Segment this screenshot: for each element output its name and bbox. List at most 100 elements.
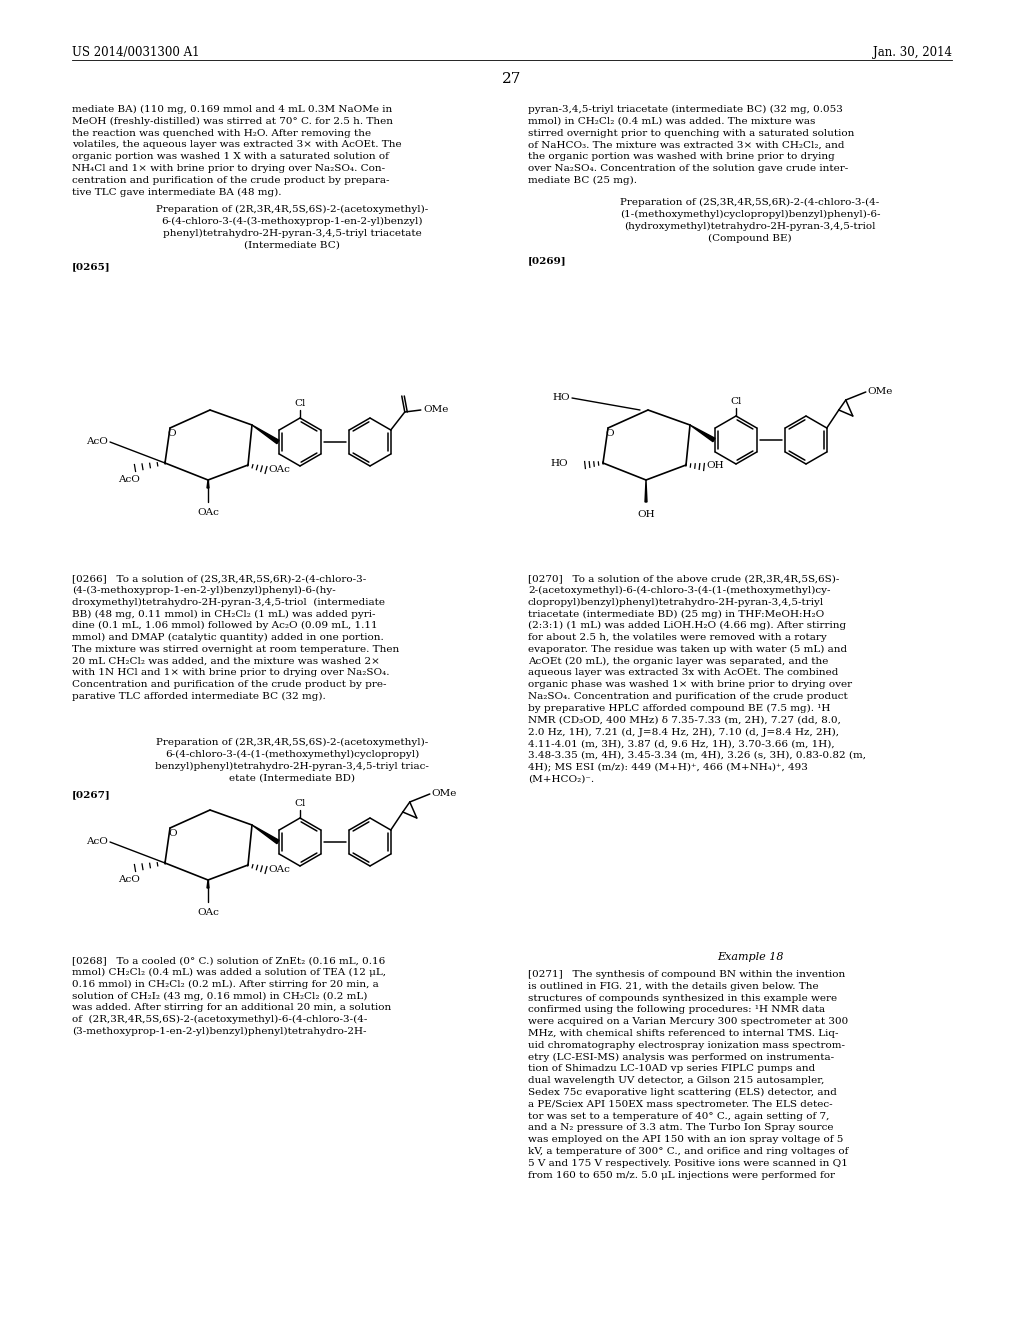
Text: [0268]   To a cooled (0° C.) solution of ZnEt₂ (0.16 mL, 0.16: [0268] To a cooled (0° C.) solution of Z… [72,956,385,965]
Text: the organic portion was washed with brine prior to drying: the organic portion was washed with brin… [528,152,835,161]
Text: mmol) in CH₂Cl₂ (0.4 mL) was added. The mixture was: mmol) in CH₂Cl₂ (0.4 mL) was added. The … [528,116,815,125]
Text: a PE/Sciex API 150EX mass spectrometer. The ELS detec-: a PE/Sciex API 150EX mass spectrometer. … [528,1100,833,1109]
Text: US 2014/0031300 A1: US 2014/0031300 A1 [72,46,200,59]
Text: the reaction was quenched with H₂O. After removing the: the reaction was quenched with H₂O. Afte… [72,128,371,137]
Text: O: O [168,429,176,438]
Text: were acquired on a Varian Mercury 300 spectrometer at 300: were acquired on a Varian Mercury 300 sp… [528,1018,848,1026]
Text: 2.0 Hz, 1H), 7.21 (d, J=8.4 Hz, 2H), 7.10 (d, J=8.4 Hz, 2H),: 2.0 Hz, 1H), 7.21 (d, J=8.4 Hz, 2H), 7.1… [528,727,839,737]
Polygon shape [207,880,209,888]
Text: 6-(4-chloro-3-(4-(1-(methoxymethyl)cyclopropyl): 6-(4-chloro-3-(4-(1-(methoxymethyl)cyclo… [165,750,419,759]
Text: mediate BC (25 mg).: mediate BC (25 mg). [528,176,637,185]
Text: confirmed using the following procedures: ¹H NMR data: confirmed using the following procedures… [528,1006,825,1014]
Text: by preparative HPLC afforded compound BE (7.5 mg). ¹H: by preparative HPLC afforded compound BE… [528,704,830,713]
Text: tion of Shimadzu LC-10AD vp series FIPLC pumps and: tion of Shimadzu LC-10AD vp series FIPLC… [528,1064,815,1073]
Text: organic portion was washed 1 X with a saturated solution of: organic portion was washed 1 X with a sa… [72,152,389,161]
Text: mediate BA) (110 mg, 0.169 mmol and 4 mL 0.3M NaOMe in: mediate BA) (110 mg, 0.169 mmol and 4 mL… [72,106,392,114]
Text: [0269]: [0269] [528,256,566,265]
Text: solution of CH₂I₂ (43 mg, 0.16 mmol) in CH₂Cl₂ (0.2 mL): solution of CH₂I₂ (43 mg, 0.16 mmol) in … [72,991,368,1001]
Polygon shape [252,825,280,843]
Text: Cl: Cl [294,799,306,808]
Text: volatiles, the aqueous layer was extracted 3× with AcOEt. The: volatiles, the aqueous layer was extract… [72,140,401,149]
Text: AcO: AcO [118,475,140,484]
Text: 2-(acetoxymethyl)-6-(4-chloro-3-(4-(1-(methoxymethyl)cy-: 2-(acetoxymethyl)-6-(4-chloro-3-(4-(1-(m… [528,586,830,595]
Text: Sedex 75c evaporative light scattering (ELS) detector, and: Sedex 75c evaporative light scattering (… [528,1088,837,1097]
Text: (Intermediate BC): (Intermediate BC) [244,240,340,249]
Polygon shape [252,425,280,444]
Text: kV, a temperature of 300° C., and orifice and ring voltages of: kV, a temperature of 300° C., and orific… [528,1147,848,1156]
Text: Example 18: Example 18 [717,952,783,962]
Text: uid chromatography electrospray ionization mass spectrom-: uid chromatography electrospray ionizati… [528,1040,845,1049]
Text: of  (2R,3R,4R,5S,6S)-2-(acetoxymethyl)-6-(4-chloro-3-(4-: of (2R,3R,4R,5S,6S)-2-(acetoxymethyl)-6-… [72,1015,368,1024]
Text: BB) (48 mg, 0.11 mmol) in CH₂Cl₂ (1 mL) was added pyri-: BB) (48 mg, 0.11 mmol) in CH₂Cl₂ (1 mL) … [72,610,376,619]
Text: tor was set to a temperature of 40° C., again setting of 7,: tor was set to a temperature of 40° C., … [528,1111,829,1121]
Text: Concentration and purification of the crude product by pre-: Concentration and purification of the cr… [72,680,386,689]
Text: mmol) CH₂Cl₂ (0.4 mL) was added a solution of TEA (12 μL,: mmol) CH₂Cl₂ (0.4 mL) was added a soluti… [72,968,386,977]
Text: (hydroxymethyl)tetrahydro-2H-pyran-3,4,5-triol: (hydroxymethyl)tetrahydro-2H-pyran-3,4,5… [625,222,876,231]
Text: (4-(3-methoxyprop-1-en-2-yl)benzyl)phenyl)-6-(hy-: (4-(3-methoxyprop-1-en-2-yl)benzyl)pheny… [72,586,336,595]
Text: 20 mL CH₂Cl₂ was added, and the mixture was washed 2×: 20 mL CH₂Cl₂ was added, and the mixture … [72,656,380,665]
Text: O: O [605,429,614,438]
Text: phenyl)tetrahydro-2H-pyran-3,4,5-triyl triacetate: phenyl)tetrahydro-2H-pyran-3,4,5-triyl t… [163,228,421,238]
Text: is outlined in FIG. 21, with the details given below. The: is outlined in FIG. 21, with the details… [528,982,818,991]
Text: OMe: OMe [424,405,450,414]
Text: NH₄Cl and 1× with brine prior to drying over Na₂SO₄. Con-: NH₄Cl and 1× with brine prior to drying … [72,164,385,173]
Text: HO: HO [552,393,570,403]
Text: AcO: AcO [86,837,108,846]
Text: O: O [169,829,177,838]
Text: AcOEt (20 mL), the organic layer was separated, and the: AcOEt (20 mL), the organic layer was sep… [528,656,828,665]
Text: with 1N HCl and 1× with brine prior to drying over Na₂SO₄.: with 1N HCl and 1× with brine prior to d… [72,668,389,677]
Text: parative TLC afforded intermediate BC (32 mg).: parative TLC afforded intermediate BC (3… [72,692,326,701]
Text: was employed on the API 150 with an ion spray voltage of 5: was employed on the API 150 with an ion … [528,1135,844,1144]
Text: [0270]   To a solution of the above crude (2R,3R,4R,5S,6S)-: [0270] To a solution of the above crude … [528,574,840,583]
Text: AcO: AcO [86,437,108,446]
Text: stirred overnight prior to quenching with a saturated solution: stirred overnight prior to quenching wit… [528,128,854,137]
Text: OMe: OMe [867,388,893,396]
Text: for about 2.5 h, the volatiles were removed with a rotary: for about 2.5 h, the volatiles were remo… [528,634,826,642]
Text: clopropyl)benzyl)phenyl)tetrahydro-2H-pyran-3,4,5-triyl: clopropyl)benzyl)phenyl)tetrahydro-2H-py… [528,598,824,607]
Text: [0267]: [0267] [72,789,111,799]
Text: tive TLC gave intermediate BA (48 mg).: tive TLC gave intermediate BA (48 mg). [72,187,282,197]
Text: was added. After stirring for an additional 20 min, a solution: was added. After stirring for an additio… [72,1003,391,1012]
Text: benzyl)phenyl)tetrahydro-2H-pyran-3,4,5-triyl triac-: benzyl)phenyl)tetrahydro-2H-pyran-3,4,5-… [155,762,429,771]
Text: dual wavelength UV detector, a Gilson 215 autosampler,: dual wavelength UV detector, a Gilson 21… [528,1076,824,1085]
Text: (3-methoxyprop-1-en-2-yl)benzyl)phenyl)tetrahydro-2H-: (3-methoxyprop-1-en-2-yl)benzyl)phenyl)t… [72,1027,367,1036]
Text: 27: 27 [503,73,521,86]
Text: etate (Intermediate BD): etate (Intermediate BD) [229,774,355,783]
Text: NMR (CD₃OD, 400 MHz) δ 7.35-7.33 (m, 2H), 7.27 (dd, 8.0,: NMR (CD₃OD, 400 MHz) δ 7.35-7.33 (m, 2H)… [528,715,841,725]
Text: 4.11-4.01 (m, 3H), 3.87 (d, 9.6 Hz, 1H), 3.70-3.66 (m, 1H),: 4.11-4.01 (m, 3H), 3.87 (d, 9.6 Hz, 1H),… [528,739,835,748]
Text: OAc: OAc [268,866,290,874]
Text: evaporator. The residue was taken up with water (5 mL) and: evaporator. The residue was taken up wit… [528,644,847,653]
Text: etry (LC-ESI-MS) analysis was performed on instrumenta-: etry (LC-ESI-MS) analysis was performed … [528,1052,835,1061]
Text: 3.48-3.35 (m, 4H), 3.45-3.34 (m, 4H), 3.26 (s, 3H), 0.83-0.82 (m,: 3.48-3.35 (m, 4H), 3.45-3.34 (m, 4H), 3.… [528,751,866,760]
Text: dine (0.1 mL, 1.06 mmol) followed by Ac₂O (0.09 mL, 1.11: dine (0.1 mL, 1.06 mmol) followed by Ac₂… [72,622,378,631]
Text: (1-(methoxymethyl)cyclopropyl)benzyl)phenyl)-6-: (1-(methoxymethyl)cyclopropyl)benzyl)phe… [620,210,881,219]
Text: OAc: OAc [197,508,219,517]
Text: Na₂SO₄. Concentration and purification of the crude product: Na₂SO₄. Concentration and purification o… [528,692,848,701]
Polygon shape [207,480,209,488]
Text: [0266]   To a solution of (2S,3R,4R,5S,6R)-2-(4-chloro-3-: [0266] To a solution of (2S,3R,4R,5S,6R)… [72,574,367,583]
Text: AcO: AcO [118,875,140,884]
Text: from 160 to 650 m/z. 5.0 μL injections were performed for: from 160 to 650 m/z. 5.0 μL injections w… [528,1171,835,1180]
Text: Preparation of (2R,3R,4R,5S,6S)-2-(acetoxymethyl)-: Preparation of (2R,3R,4R,5S,6S)-2-(aceto… [156,205,428,214]
Text: HO: HO [550,458,568,467]
Polygon shape [645,480,647,502]
Text: over Na₂SO₄. Concentration of the solution gave crude inter-: over Na₂SO₄. Concentration of the soluti… [528,164,848,173]
Text: Preparation of (2S,3R,4R,5S,6R)-2-(4-chloro-3-(4-: Preparation of (2S,3R,4R,5S,6R)-2-(4-chl… [621,198,880,207]
Text: OMe: OMe [432,789,457,799]
Text: and a N₂ pressure of 3.3 atm. The Turbo Ion Spray source: and a N₂ pressure of 3.3 atm. The Turbo … [528,1123,834,1133]
Text: [0271]   The synthesis of compound BN within the invention: [0271] The synthesis of compound BN with… [528,970,845,979]
Text: 0.16 mmol) in CH₂Cl₂ (0.2 mL). After stirring for 20 min, a: 0.16 mmol) in CH₂Cl₂ (0.2 mL). After sti… [72,979,379,989]
Text: centration and purification of the crude product by prepara-: centration and purification of the crude… [72,176,389,185]
Text: organic phase was washed 1× with brine prior to drying over: organic phase was washed 1× with brine p… [528,680,852,689]
Text: triacetate (intermediate BD) (25 mg) in THF:MeOH:H₂O: triacetate (intermediate BD) (25 mg) in … [528,610,824,619]
Text: MHz, with chemical shifts referenced to internal TMS. Liq-: MHz, with chemical shifts referenced to … [528,1030,839,1038]
Polygon shape [690,425,715,442]
Text: Preparation of (2R,3R,4R,5S,6S)-2-(acetoxymethyl)-: Preparation of (2R,3R,4R,5S,6S)-2-(aceto… [156,738,428,747]
Text: [0265]: [0265] [72,261,111,271]
Text: mmol) and DMAP (catalytic quantity) added in one portion.: mmol) and DMAP (catalytic quantity) adde… [72,634,384,642]
Text: droxymethyl)tetrahydro-2H-pyran-3,4,5-triol  (intermediate: droxymethyl)tetrahydro-2H-pyran-3,4,5-tr… [72,598,385,607]
Text: (M+HCO₂)⁻.: (M+HCO₂)⁻. [528,775,594,784]
Text: The mixture was stirred overnight at room temperature. Then: The mixture was stirred overnight at roo… [72,644,399,653]
Text: Jan. 30, 2014: Jan. 30, 2014 [873,46,952,59]
Text: structures of compounds synthesized in this example were: structures of compounds synthesized in t… [528,994,838,1003]
